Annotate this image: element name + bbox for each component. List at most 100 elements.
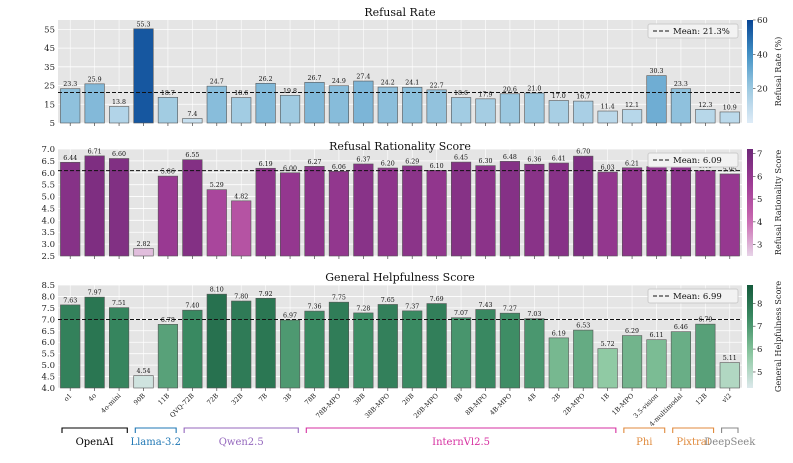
legend: Mean: 6.09 — [647, 152, 739, 168]
x-tick-label: 2B-MPO — [561, 392, 586, 417]
bar — [573, 329, 594, 389]
bar — [475, 309, 496, 389]
bar — [524, 92, 545, 124]
y-tick-label: 2.5 — [41, 252, 55, 262]
colorbar-tick-label: 7 — [757, 322, 762, 332]
family-bracket — [672, 427, 715, 433]
bar — [524, 318, 545, 389]
data-label: 19.8 — [283, 88, 297, 95]
colorbar-tick-label: 6 — [757, 345, 762, 355]
y-tick-label: 3.5 — [41, 228, 55, 238]
x-tick-label: vl2 — [720, 392, 733, 405]
family-bracket — [134, 427, 177, 433]
bar — [499, 93, 520, 124]
bar — [279, 319, 301, 389]
bar — [279, 94, 301, 124]
family-bracket — [721, 427, 739, 433]
legend-box — [647, 288, 739, 304]
chart-title: Refusal Rationality Score — [329, 140, 471, 153]
bar — [328, 85, 349, 124]
bar — [157, 175, 179, 257]
family-label: Qwen2.5 — [219, 437, 264, 448]
data-label: 17.0 — [552, 93, 566, 100]
chart-title: Refusal Rate — [364, 6, 435, 19]
colorbar — [747, 285, 753, 388]
legend-label: Mean: 6.09 — [673, 156, 722, 166]
bar — [133, 248, 154, 257]
family-label: OpenAI — [76, 437, 114, 448]
data-label: 6.03 — [601, 165, 615, 172]
bar — [475, 98, 496, 124]
bar — [304, 82, 325, 124]
data-label: 16.7 — [576, 94, 590, 101]
bar — [206, 85, 227, 124]
bar — [402, 165, 423, 257]
y-tick-label: 6.0 — [41, 169, 55, 179]
data-label: 11.4 — [601, 104, 615, 111]
data-label: 6.97 — [283, 313, 297, 320]
y-tick-label: 3.0 — [41, 240, 55, 250]
data-label: 6.27 — [307, 159, 321, 166]
x-tick-label: 4B — [526, 392, 538, 404]
x-tick-label: 38B — [352, 392, 367, 407]
bar — [621, 335, 643, 389]
bar — [60, 304, 81, 389]
data-label: 13.8 — [112, 99, 126, 106]
bar — [231, 200, 252, 257]
data-label: 6.00 — [283, 165, 297, 172]
bar — [548, 337, 569, 389]
bar — [646, 166, 667, 257]
data-label: 7.43 — [478, 302, 492, 309]
data-label: 26.7 — [307, 75, 321, 82]
chart-title: General Helpfulness Score — [325, 271, 475, 284]
bar — [450, 317, 472, 389]
data-label: 5.29 — [210, 182, 224, 189]
y-tick-label: 6.0 — [41, 338, 55, 348]
bar — [279, 172, 301, 257]
bar — [182, 159, 203, 257]
data-label: 7.80 — [234, 294, 248, 301]
x-tick-label: 26B — [401, 392, 416, 407]
data-label: 6.48 — [503, 154, 517, 161]
data-label: 7.27 — [503, 306, 517, 313]
bar — [548, 100, 569, 124]
colorbar-tick-label: 8 — [757, 299, 762, 309]
family-bracket — [623, 427, 666, 433]
data-label: 5.72 — [601, 341, 615, 348]
legend-label: Mean: 6.99 — [673, 292, 722, 302]
x-tick-label: 32B — [230, 392, 245, 407]
data-label: 21.0 — [527, 86, 541, 93]
bar — [255, 167, 276, 257]
y-tick-label: 5 — [50, 119, 55, 129]
y-tick-label: 4.5 — [41, 204, 55, 214]
x-tick-label: o1 — [62, 392, 73, 403]
data-label: 7.37 — [405, 303, 419, 310]
x-tick-label: 7B — [257, 392, 269, 404]
bar — [426, 89, 447, 124]
y-tick-label: 5.5 — [41, 181, 55, 191]
y-tick-label: 6.5 — [41, 157, 55, 167]
bar — [524, 163, 545, 257]
bar — [670, 165, 692, 257]
data-label: 7.75 — [332, 295, 346, 302]
data-label: 24.2 — [381, 80, 395, 87]
data-label: 26.2 — [259, 76, 273, 83]
data-label: 6.60 — [112, 151, 126, 158]
legend: Mean: 6.99 — [647, 288, 739, 304]
bar — [206, 189, 227, 257]
bar — [157, 324, 179, 389]
colorbar-tick-label: 5 — [757, 368, 762, 378]
family-label: InternVl2.5 — [432, 437, 490, 448]
bar — [353, 80, 374, 124]
bar — [231, 97, 252, 124]
y-tick-label: 6.5 — [41, 327, 55, 337]
x-tick-label: 1B — [599, 392, 611, 404]
legend-box — [647, 152, 739, 168]
bar — [157, 97, 179, 124]
data-label: 6.29 — [625, 328, 639, 335]
bar — [377, 304, 398, 389]
data-label: 6.06 — [332, 164, 346, 171]
data-label: 6.46 — [674, 324, 688, 331]
y-tick-label: 45 — [44, 44, 55, 54]
data-label: 6.70 — [576, 149, 590, 156]
